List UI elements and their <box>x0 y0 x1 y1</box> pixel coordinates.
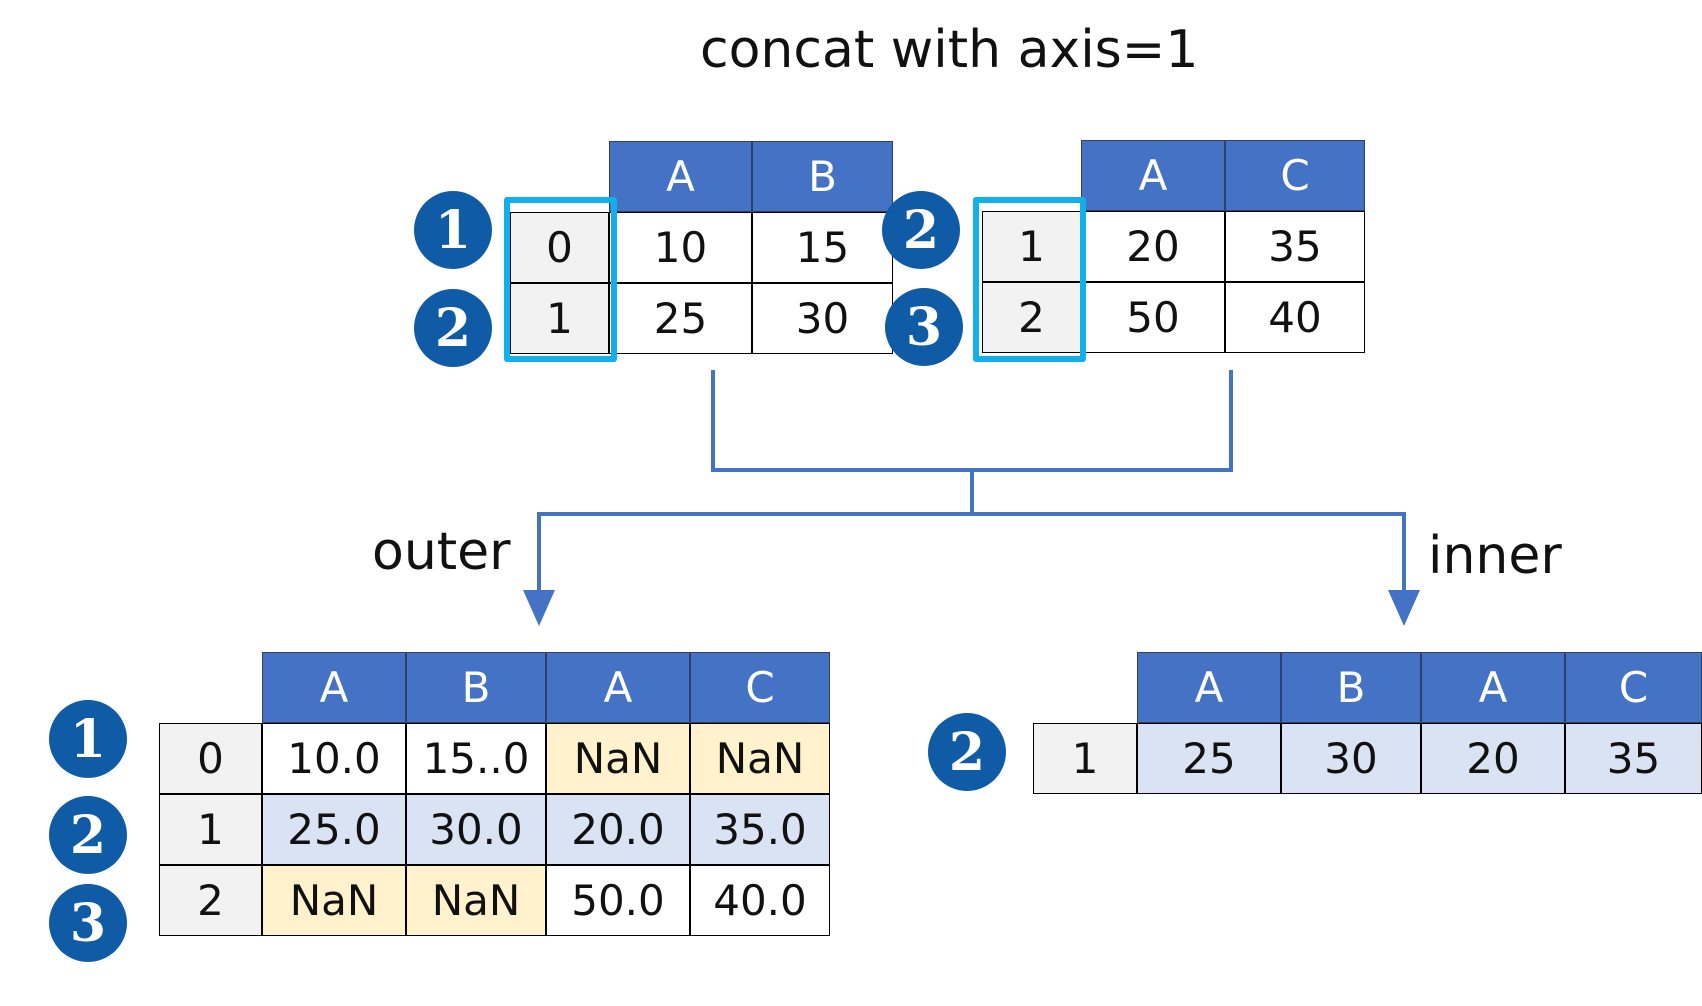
matched-cell: 25 <box>1137 723 1281 794</box>
matched-cell: 30.0 <box>406 794 546 865</box>
column-header: B <box>1281 652 1421 723</box>
row-badge: 1 <box>414 191 492 269</box>
column-header: C <box>690 652 830 723</box>
row-index: 1 <box>982 211 1081 282</box>
table-cell: 30 <box>752 283 893 354</box>
matched-cell: 25.0 <box>262 794 406 865</box>
matched-cell: 35.0 <box>690 794 830 865</box>
table-cell: 15 <box>752 212 893 283</box>
split-line <box>537 512 1406 590</box>
row-badge: 3 <box>49 884 127 962</box>
arrowhead-outer <box>523 590 555 626</box>
nan-cell: NaN <box>546 723 690 794</box>
column-header: A <box>609 141 752 212</box>
row-badge: 2 <box>414 289 492 367</box>
table-cell: 10 <box>609 212 752 283</box>
index-highlight-box <box>973 197 1086 362</box>
table-cell: 50 <box>1081 282 1225 353</box>
table-cell: 15..0 <box>406 723 546 794</box>
column-header: A <box>1137 652 1281 723</box>
table-cell: 20 <box>1081 211 1225 282</box>
row-badge: 2 <box>928 713 1006 791</box>
row-index: 1 <box>510 283 609 354</box>
arrowhead-inner <box>1388 590 1420 626</box>
column-header: A <box>262 652 406 723</box>
row-index: 1 <box>159 794 262 865</box>
row-badge: 2 <box>882 191 960 269</box>
row-badge: 1 <box>49 700 127 778</box>
label-outer: outer <box>372 522 511 582</box>
table-cell: 50.0 <box>546 865 690 936</box>
table-cell: 40 <box>1225 282 1365 353</box>
nan-cell: NaN <box>406 865 546 936</box>
matched-cell: 20 <box>1421 723 1565 794</box>
column-header: B <box>752 141 893 212</box>
row-badge: 3 <box>885 288 963 366</box>
column-header: A <box>546 652 690 723</box>
row-index: 2 <box>982 282 1081 353</box>
row-index: 0 <box>159 723 262 794</box>
column-header: C <box>1565 652 1702 723</box>
column-header: B <box>406 652 546 723</box>
label-inner: inner <box>1428 526 1562 586</box>
matched-cell: 35 <box>1565 723 1702 794</box>
column-header: C <box>1225 140 1365 211</box>
row-index: 1 <box>1033 723 1137 794</box>
index-highlight-box <box>504 197 617 362</box>
matched-cell: 30 <box>1281 723 1421 794</box>
row-index: 0 <box>510 212 609 283</box>
matched-cell: 20.0 <box>546 794 690 865</box>
table-cell: 25 <box>609 283 752 354</box>
row-badge: 2 <box>49 796 127 874</box>
bracket-line <box>711 370 1233 472</box>
row-index: 2 <box>159 865 262 936</box>
column-header: A <box>1421 652 1565 723</box>
nan-cell: NaN <box>690 723 830 794</box>
nan-cell: NaN <box>262 865 406 936</box>
table-cell: 10.0 <box>262 723 406 794</box>
table-cell: 40.0 <box>690 865 830 936</box>
table-cell: 35 <box>1225 211 1365 282</box>
column-header: A <box>1081 140 1225 211</box>
diagram-title: concat with axis=1 <box>700 20 1199 80</box>
